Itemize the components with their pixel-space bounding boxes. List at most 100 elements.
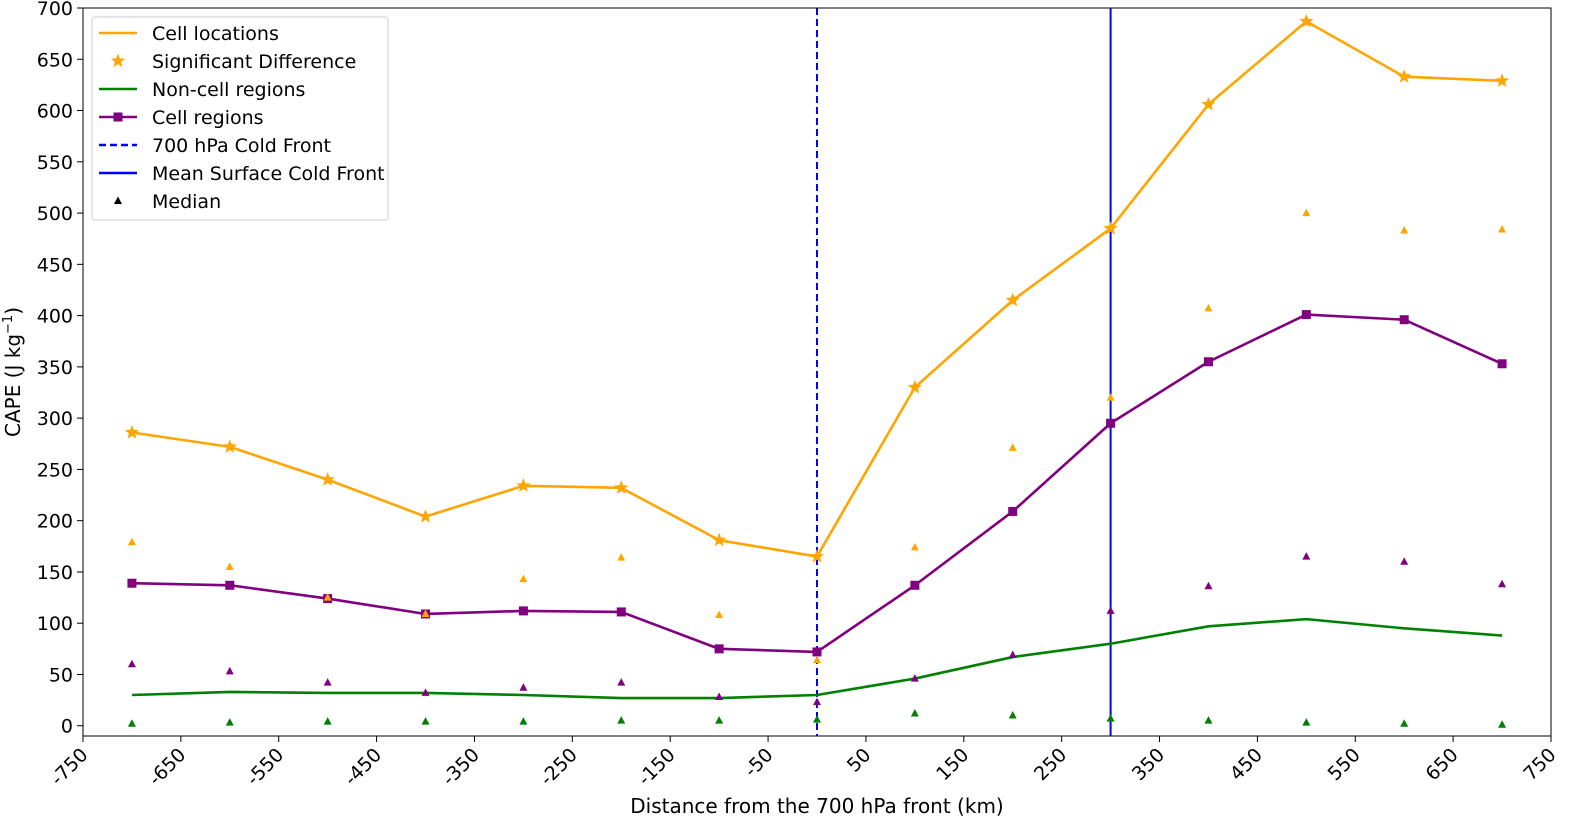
x-axis-label: Distance from the 700 hPa front (km): [630, 794, 1003, 818]
median-marker-cell-locations: [1106, 393, 1115, 401]
significant-difference-star: [1201, 96, 1216, 111]
cell-regions-point: [1399, 315, 1409, 325]
x-tick-label: 250: [1030, 744, 1071, 785]
significant-difference-star: [1299, 13, 1314, 28]
x-tick-label: 150: [932, 744, 973, 785]
significant-difference-star: [1005, 292, 1020, 307]
legend-triangle-median: [114, 196, 122, 204]
legend-star-significant-difference: [110, 53, 126, 68]
x-tick-label: -250: [536, 744, 582, 790]
y-tick-label: 0: [61, 716, 73, 738]
median-marker-cell-regions: [813, 697, 821, 706]
x-tick-label: -550: [242, 744, 288, 790]
y-axis-label-unit-exponent: −1: [1, 315, 16, 334]
y-axis-ticks: 0 50 100 150 200 250 300 350 400 450 500 550 600 650 7…: [37, 0, 83, 738]
median-marker-non-cell-regions: [813, 715, 821, 723]
y-tick-label: 400: [37, 306, 73, 328]
series-line-non-cell-regions: [131, 617, 1503, 700]
cell-regions-point: [616, 607, 626, 617]
median-marker-cell-locations: [225, 562, 234, 570]
median-marker-cell-locations: [323, 593, 332, 601]
legend-label-median: Median: [152, 191, 221, 213]
median-marker-non-cell-regions: [127, 719, 136, 727]
cell-regions-point: [225, 580, 235, 590]
median-marker-non-cell-regions: [1302, 718, 1311, 726]
legend-label-significant-difference: Significant Difference: [152, 51, 356, 73]
cell-regions-point: [1301, 310, 1311, 320]
significant-difference-star: [614, 480, 629, 494]
significant-difference-star: [516, 478, 531, 492]
cell-regions-point: [1106, 418, 1116, 428]
median-marker-non-cell-regions: [323, 717, 332, 725]
legend-label-cell-regions: Cell regions: [152, 107, 264, 129]
median-marker-non-cell-regions: [1008, 710, 1017, 719]
median-marker-non-cell-regions: [519, 717, 528, 725]
y-tick-label: 50: [49, 664, 73, 686]
median-marker-cell-locations: [421, 609, 430, 617]
cell-regions-point: [127, 578, 137, 588]
significant-difference-star: [1397, 69, 1412, 83]
median-marker-cell-locations: [617, 553, 626, 561]
plot-marks: [124, 13, 1510, 728]
x-tick-label: -750: [46, 744, 92, 790]
cell-regions-point: [910, 580, 920, 590]
legend-square-cell-regions: [113, 112, 123, 122]
significant-difference-star: [1103, 220, 1118, 235]
median-marker-non-cell-regions: [617, 716, 626, 724]
median-marker-cell-locations: [910, 542, 919, 551]
median-marker-non-cell-regions: [1106, 714, 1115, 722]
x-axis-ticks: -750 -650 -550 -450 -350 -250 -150 -50 50 150 250 3…: [46, 736, 1561, 790]
median-marker-cell-regions: [1008, 650, 1017, 658]
median-marker-cell-locations: [127, 537, 136, 546]
cell-regions-point: [812, 647, 822, 657]
y-tick-label: 450: [37, 254, 73, 276]
median-marker-cell-regions: [617, 678, 626, 686]
significant-difference-star: [418, 509, 433, 523]
median-marker-cell-regions: [1400, 557, 1409, 565]
significant-difference-star: [124, 425, 140, 439]
median-marker-cell-locations: [1498, 224, 1507, 233]
cell-regions-point: [1497, 359, 1507, 369]
significant-difference-star: [1494, 73, 1510, 87]
y-tick-label: 100: [37, 613, 73, 635]
median-marker-non-cell-regions: [1204, 716, 1213, 724]
median-marker-cell-regions: [715, 692, 724, 701]
y-axis-label-main: CAPE (J kg: [1, 334, 25, 437]
significant-difference-star: [320, 472, 335, 486]
median-marker-cell-regions: [1204, 581, 1213, 590]
median-marker-cell-regions: [323, 678, 332, 686]
x-tick-label: 550: [1324, 744, 1365, 785]
median-marker-cell-locations: [1400, 226, 1409, 234]
median-marker-cell-locations: [519, 574, 528, 583]
x-tick-label: -650: [144, 744, 190, 790]
median-marker-cell-locations: [715, 610, 724, 619]
plot-frame: [82, 7, 1552, 737]
y-axis-label: CAPE (J kg−1): [1, 307, 25, 437]
median-marker-cell-regions: [127, 659, 136, 668]
legend-label-non-cell-regions: Non-cell regions: [152, 79, 305, 101]
median-marker-non-cell-regions: [910, 708, 919, 717]
significant-difference-star: [712, 532, 727, 547]
median-marker-cell-regions: [421, 688, 430, 696]
median-marker-non-cell-regions: [1400, 719, 1409, 727]
median-marker-cell-locations: [1302, 208, 1311, 217]
y-axis-label-close: ): [1, 307, 25, 315]
y-tick-label: 700: [37, 0, 73, 20]
median-marker-cell-regions: [225, 666, 234, 675]
y-tick-label: 300: [37, 408, 73, 430]
legend-label-700-hpa-cold-front: 700 hPa Cold Front: [152, 135, 331, 157]
cell-regions-point: [1203, 357, 1213, 367]
legend: Cell locations Significant Difference Non-…: [91, 16, 389, 221]
significant-difference-star: [907, 379, 922, 394]
significant-difference-star: [809, 549, 825, 563]
significant-difference-star: [222, 439, 237, 453]
median-marker-cell-regions: [1498, 579, 1507, 588]
x-tick-label: 650: [1421, 744, 1462, 785]
cell-regions-point: [714, 644, 724, 654]
x-tick-label: -50: [740, 744, 778, 782]
cell-regions-point: [518, 606, 528, 616]
y-tick-label: 150: [37, 562, 73, 584]
y-tick-label: 650: [37, 49, 73, 71]
cell-regions-point: [1008, 506, 1018, 516]
